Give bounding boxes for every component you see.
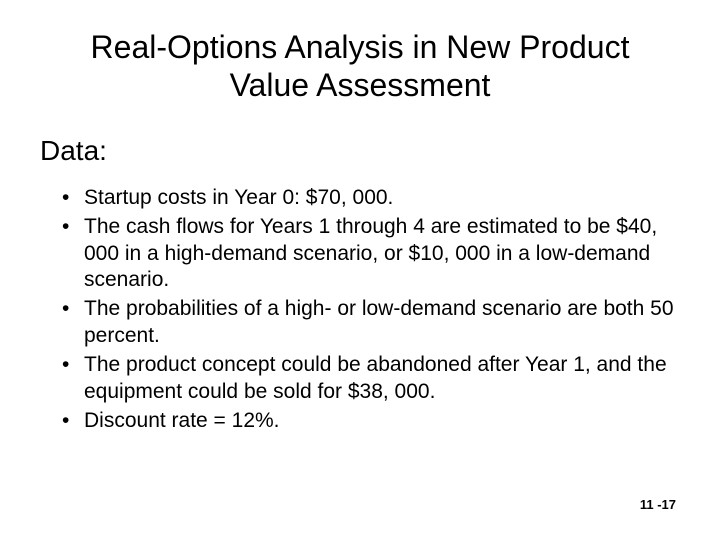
list-item: The product concept could be abandoned a… bbox=[62, 352, 680, 406]
bullet-list: Startup costs in Year 0: $70, 000. The c… bbox=[40, 185, 680, 435]
list-item: Startup costs in Year 0: $70, 000. bbox=[62, 185, 680, 212]
list-item: The probabilities of a high- or low-dema… bbox=[62, 296, 680, 350]
section-subtitle: Data: bbox=[40, 135, 680, 167]
page-number: 11 -17 bbox=[640, 497, 676, 512]
slide-title: Real-Options Analysis in New Product Val… bbox=[40, 28, 680, 105]
list-item: Discount rate = 12%. bbox=[62, 408, 680, 435]
list-item: The cash flows for Years 1 through 4 are… bbox=[62, 214, 680, 295]
